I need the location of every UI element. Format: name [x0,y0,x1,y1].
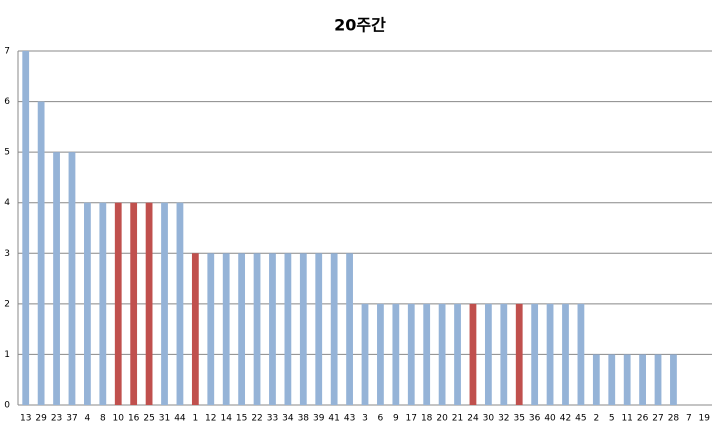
bar [315,253,323,405]
bar [392,303,400,405]
bar [176,202,184,405]
x-tick-label: 29 [35,414,47,424]
y-tick-label: 3 [4,249,10,259]
x-tick-label: 10 [113,414,125,424]
x-tick-label: 25 [143,414,154,424]
chart-title: 20주간 [334,16,386,35]
bar [145,202,153,405]
bar [207,253,215,405]
bar [130,202,138,405]
bar [161,202,168,405]
x-tick-label: 1 [192,414,198,424]
x-tick-label: 19 [699,414,711,424]
x-tick-label: 16 [128,414,140,424]
x-tick-label: 21 [452,414,463,424]
bar [22,51,30,405]
x-tick-label: 23 [51,414,62,424]
y-tick-label: 6 [4,97,10,107]
x-tick-label: 36 [529,414,541,424]
bar [346,253,353,405]
x-tick-label: 6 [378,414,384,424]
bar [253,253,261,405]
x-tick-label: 38 [298,414,310,424]
y-tick-label: 7 [4,47,10,57]
x-tick-label: 12 [205,414,216,424]
bar [608,354,616,405]
bar [68,152,76,405]
bar [423,303,431,405]
x-tick-label: 39 [313,414,325,424]
bar [407,303,415,405]
bar [37,101,45,406]
x-tick-label: 41 [328,414,339,424]
bar [670,354,677,405]
x-tick-label: 3 [362,414,368,424]
x-tick-label: 32 [498,414,509,424]
bar [53,152,60,405]
bar [454,303,461,405]
x-tick-label: 26 [637,414,649,424]
bar [639,354,646,405]
x-tick-label: 9 [393,414,399,424]
bar [191,253,199,405]
x-tick-label: 22 [251,414,262,424]
bar [469,303,477,405]
x-tick-label: 28 [668,414,680,424]
bar [515,303,523,405]
x-tick-label: 27 [652,414,663,424]
bar [654,354,662,405]
x-tick-label: 18 [421,414,433,424]
bar [592,354,600,405]
bar [238,253,246,405]
x-tick-label: 30 [483,414,495,424]
x-tick-label: 24 [467,414,479,424]
bar [562,303,569,405]
x-tick-label: 13 [20,414,31,424]
x-tick-label: 42 [560,414,571,424]
x-tick-label: 37 [66,414,77,424]
bar [284,253,292,405]
x-tick-label: 44 [174,414,186,424]
bar [484,303,492,405]
x-tick-label: 40 [544,414,556,424]
x-tick-label: 7 [686,414,692,424]
x-tick-label: 17 [406,414,417,424]
y-tick-label: 4 [4,198,10,208]
x-tick-label: 43 [344,414,355,424]
bar [99,202,107,405]
y-tick-label: 0 [4,401,10,411]
x-tick-label: 2 [593,414,599,424]
bar [377,303,384,405]
bar [623,354,631,405]
y-tick-label: 2 [4,299,10,309]
x-tick-label: 5 [609,414,615,424]
x-tick-label: 15 [236,414,247,424]
bar [531,303,539,405]
x-tick-label: 4 [85,414,91,424]
bar [299,253,307,405]
x-tick-label: 35 [513,414,524,424]
x-tick-label: 45 [575,414,586,424]
bar [114,202,122,405]
bar [500,303,508,405]
x-tick-label: 11 [621,414,632,424]
bar [438,303,446,405]
bar [269,253,276,405]
bar [546,303,554,405]
x-tick-label: 33 [267,414,278,424]
y-tick-label: 1 [4,350,10,360]
x-tick-label: 34 [282,414,294,424]
bar [222,253,230,405]
x-tick-label: 14 [220,414,232,424]
x-tick-label: 20 [436,414,448,424]
x-tick-label: 31 [159,414,170,424]
y-tick-label: 5 [4,148,10,158]
x-tick-label: 8 [100,414,106,424]
bar [361,303,369,405]
bar [84,202,91,405]
bar [330,253,338,405]
bar [577,303,585,405]
